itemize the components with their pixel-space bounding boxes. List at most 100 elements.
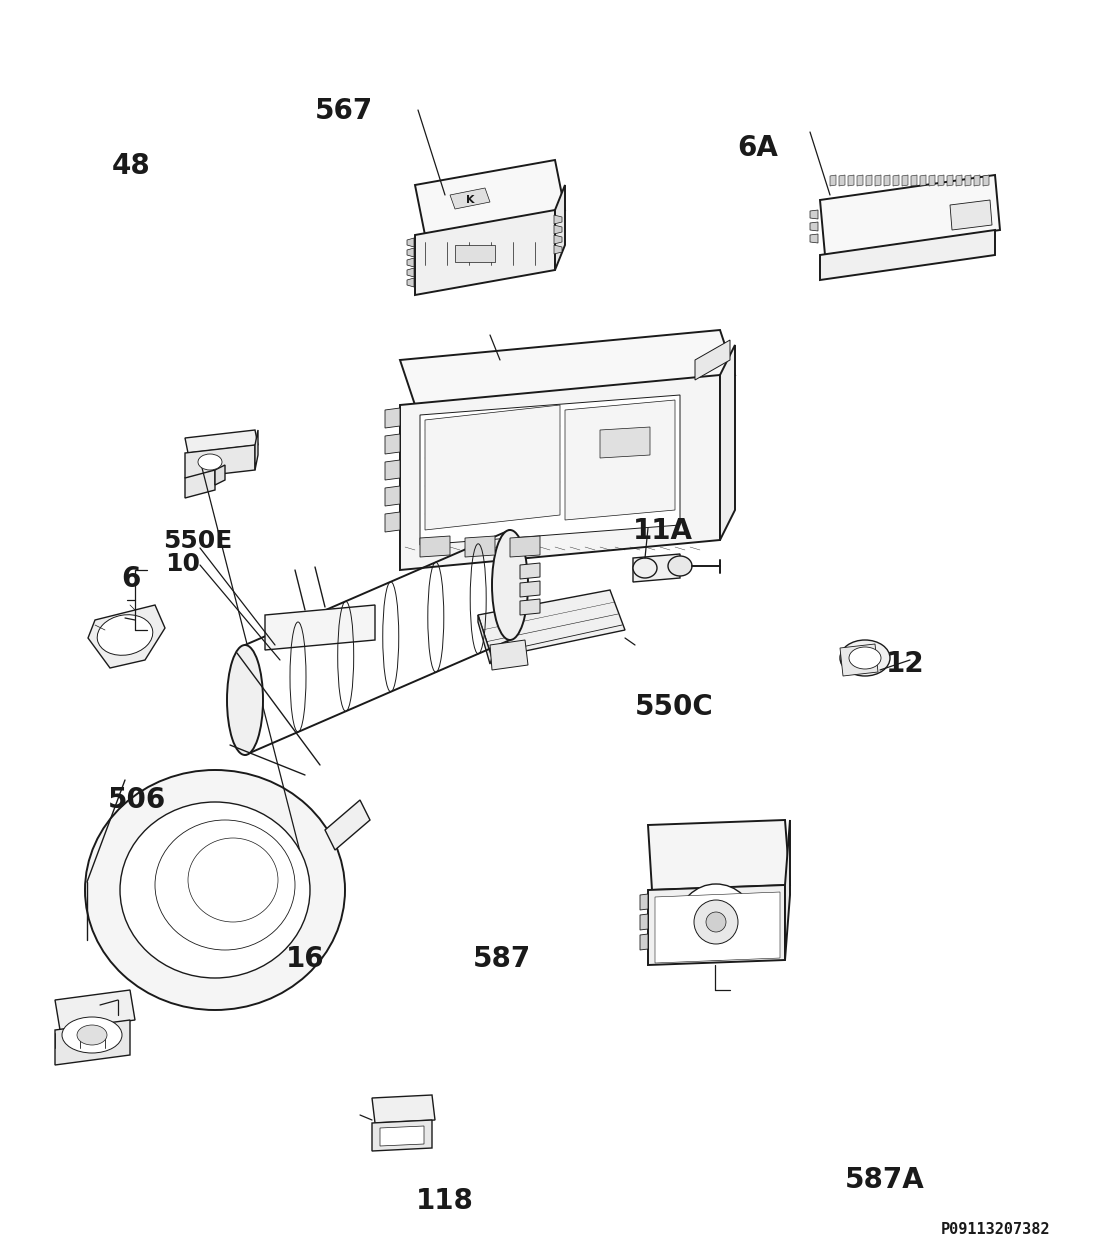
Polygon shape xyxy=(407,248,414,257)
Polygon shape xyxy=(415,210,556,294)
Polygon shape xyxy=(565,400,675,520)
Polygon shape xyxy=(556,185,565,270)
Polygon shape xyxy=(840,644,878,676)
Polygon shape xyxy=(600,426,650,458)
Polygon shape xyxy=(379,1126,424,1146)
Ellipse shape xyxy=(849,647,881,669)
Ellipse shape xyxy=(632,559,657,577)
Ellipse shape xyxy=(120,803,310,977)
Polygon shape xyxy=(947,175,953,186)
Ellipse shape xyxy=(198,454,222,470)
Polygon shape xyxy=(400,375,720,570)
Polygon shape xyxy=(810,210,818,219)
Polygon shape xyxy=(874,175,881,186)
Polygon shape xyxy=(938,175,944,186)
Polygon shape xyxy=(255,430,258,470)
Polygon shape xyxy=(185,430,258,453)
Ellipse shape xyxy=(706,912,726,932)
Polygon shape xyxy=(820,230,996,281)
Polygon shape xyxy=(400,330,735,405)
Ellipse shape xyxy=(155,820,295,950)
Polygon shape xyxy=(983,175,989,186)
Text: 506: 506 xyxy=(108,786,166,814)
Ellipse shape xyxy=(97,615,153,655)
Polygon shape xyxy=(265,605,375,650)
Polygon shape xyxy=(632,554,680,582)
Polygon shape xyxy=(554,235,562,244)
Text: 567: 567 xyxy=(315,97,373,125)
Text: 11A: 11A xyxy=(632,517,693,545)
Polygon shape xyxy=(214,465,225,486)
Polygon shape xyxy=(415,160,565,235)
Polygon shape xyxy=(695,340,730,380)
Polygon shape xyxy=(785,820,790,960)
Polygon shape xyxy=(830,175,836,186)
Polygon shape xyxy=(372,1120,432,1151)
Ellipse shape xyxy=(840,640,890,676)
Text: 16: 16 xyxy=(286,945,324,972)
Polygon shape xyxy=(648,820,790,889)
Polygon shape xyxy=(884,175,890,186)
Polygon shape xyxy=(520,581,540,598)
Ellipse shape xyxy=(188,838,278,922)
Polygon shape xyxy=(465,536,495,557)
Polygon shape xyxy=(88,605,165,668)
Polygon shape xyxy=(839,175,845,186)
Polygon shape xyxy=(654,892,780,964)
Ellipse shape xyxy=(678,884,754,960)
Polygon shape xyxy=(385,512,400,532)
Polygon shape xyxy=(510,536,540,557)
Polygon shape xyxy=(820,175,1000,255)
Polygon shape xyxy=(640,933,648,950)
Polygon shape xyxy=(965,175,971,186)
Polygon shape xyxy=(848,175,854,186)
Polygon shape xyxy=(857,175,864,186)
Text: K: K xyxy=(465,195,474,205)
Ellipse shape xyxy=(62,1016,122,1053)
Polygon shape xyxy=(455,245,495,262)
Polygon shape xyxy=(810,234,818,243)
Polygon shape xyxy=(55,1020,130,1066)
Polygon shape xyxy=(950,200,992,230)
Polygon shape xyxy=(407,268,414,277)
Text: 48: 48 xyxy=(112,152,151,180)
Polygon shape xyxy=(385,486,400,506)
Ellipse shape xyxy=(77,1025,107,1045)
Polygon shape xyxy=(450,187,490,209)
Polygon shape xyxy=(385,408,400,428)
Polygon shape xyxy=(930,175,935,186)
Polygon shape xyxy=(956,175,962,186)
Ellipse shape xyxy=(668,556,692,576)
Ellipse shape xyxy=(85,770,345,1010)
Polygon shape xyxy=(920,175,926,186)
Polygon shape xyxy=(893,175,899,186)
Text: 6: 6 xyxy=(121,565,141,593)
Ellipse shape xyxy=(227,645,263,755)
Polygon shape xyxy=(902,175,908,186)
Polygon shape xyxy=(185,445,255,478)
Polygon shape xyxy=(372,1094,434,1123)
Polygon shape xyxy=(478,590,625,658)
Text: 118: 118 xyxy=(416,1188,474,1215)
Polygon shape xyxy=(425,405,560,530)
Polygon shape xyxy=(478,615,492,664)
Polygon shape xyxy=(55,990,135,1030)
Text: 10: 10 xyxy=(165,551,200,576)
Polygon shape xyxy=(648,884,785,965)
Polygon shape xyxy=(554,225,562,234)
Polygon shape xyxy=(911,175,917,186)
Polygon shape xyxy=(324,800,370,850)
Polygon shape xyxy=(810,221,818,231)
Polygon shape xyxy=(974,175,980,186)
Polygon shape xyxy=(420,536,450,557)
Text: 550E: 550E xyxy=(163,528,232,554)
Polygon shape xyxy=(420,395,680,545)
Polygon shape xyxy=(866,175,872,186)
Text: 12: 12 xyxy=(886,650,924,678)
Polygon shape xyxy=(407,238,414,247)
Text: 587: 587 xyxy=(473,945,531,972)
Ellipse shape xyxy=(492,530,528,640)
Polygon shape xyxy=(640,915,648,930)
Polygon shape xyxy=(407,278,414,287)
Text: P09113207382: P09113207382 xyxy=(940,1223,1050,1238)
